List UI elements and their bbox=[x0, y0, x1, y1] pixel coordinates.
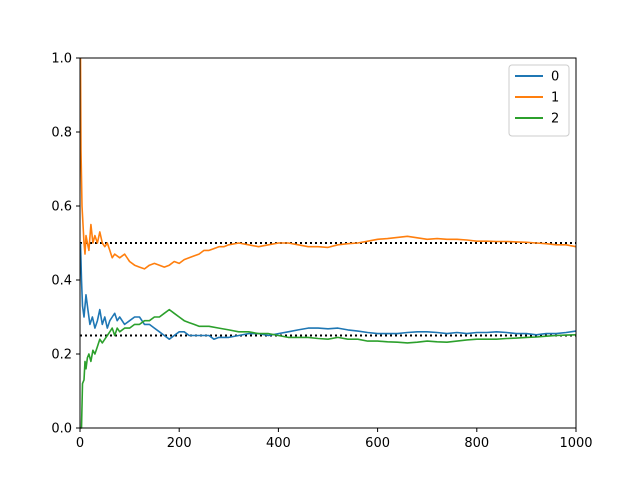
y-axis: 0.0 0.2 0.4 0.6 0.8 1.0 bbox=[51, 52, 80, 437]
x-tick-label: 600 bbox=[365, 436, 390, 451]
y-tick-label: 0.8 bbox=[51, 126, 72, 141]
x-tick-label: 800 bbox=[464, 436, 489, 451]
legend-label-2: 2 bbox=[551, 112, 559, 127]
y-tick-label: 1.0 bbox=[51, 52, 72, 67]
y-tick-label: 0.4 bbox=[51, 274, 72, 289]
series-line-2 bbox=[80, 308, 577, 429]
y-tick-label: 0.6 bbox=[51, 200, 72, 215]
x-tick-label: 1000 bbox=[559, 436, 592, 451]
series-layer bbox=[79, 57, 577, 429]
plot-frame bbox=[79, 57, 577, 429]
x-tick-label: 400 bbox=[266, 436, 291, 451]
legend-label-1: 1 bbox=[551, 91, 559, 106]
series-line-1 bbox=[79, 57, 577, 270]
x-tick-label: 200 bbox=[167, 436, 192, 451]
legend: 0 1 2 bbox=[508, 64, 570, 137]
legend-label-0: 0 bbox=[551, 70, 559, 85]
x-axis: 0 200 400 600 800 1000 bbox=[76, 428, 593, 451]
y-tick-label: 0.0 bbox=[51, 422, 72, 437]
y-tick-label: 0.2 bbox=[51, 348, 72, 363]
x-tick-label: 0 bbox=[76, 436, 84, 451]
series-line-0 bbox=[79, 242, 577, 340]
plot-area bbox=[80, 58, 576, 428]
